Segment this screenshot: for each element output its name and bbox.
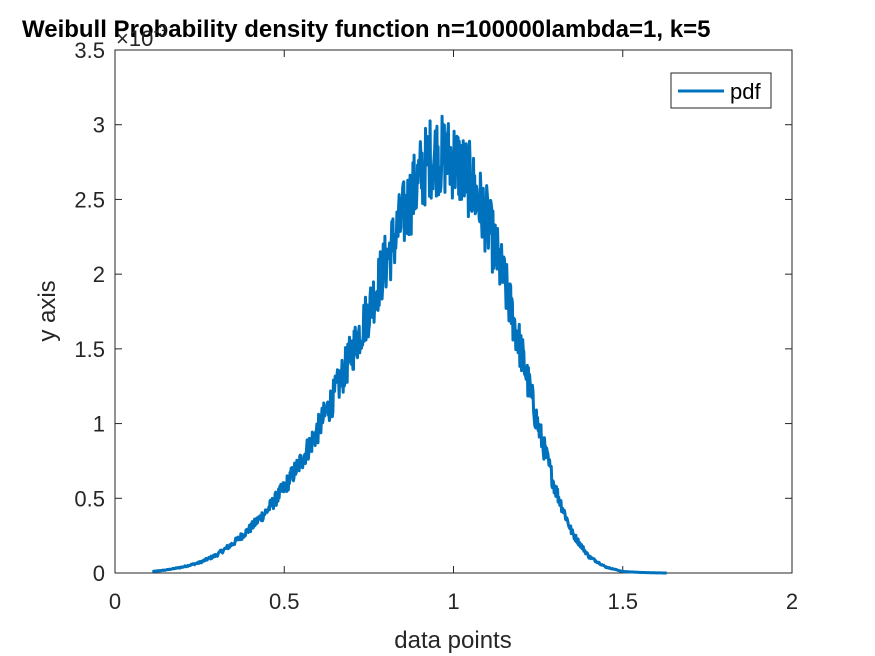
legend-label-pdf: pdf xyxy=(730,79,761,104)
y-axis-label: y axis xyxy=(34,280,61,341)
y-tick-label: 3.5 xyxy=(74,38,105,63)
svg-text:×10-3: ×10-3 xyxy=(116,23,168,51)
x-tick-label: 1 xyxy=(447,589,459,614)
x-tick-label: 1.5 xyxy=(607,589,638,614)
y-exponent-label: ×10-3 xyxy=(116,23,168,51)
y-tick-label: 1 xyxy=(93,412,105,437)
y-exponent-base: ×10 xyxy=(116,26,153,51)
x-tick-label: 0 xyxy=(109,589,121,614)
y-tick-label: 3 xyxy=(93,113,105,138)
y-axis-ticks: 0 0.5 1 1.5 2 2.5 3 3.5 xyxy=(74,38,792,586)
series-line-pdf xyxy=(151,114,668,575)
chart-title: Weibull Probability density function n=1… xyxy=(22,16,710,43)
legend: pdf xyxy=(670,72,772,109)
y-tick-label: 2.5 xyxy=(74,187,105,212)
x-tick-label: 0.5 xyxy=(269,589,300,614)
x-axis-label: data points xyxy=(394,627,511,654)
x-axis-ticks: 0 0.5 1 1.5 2 xyxy=(109,50,798,614)
y-tick-label: 0.5 xyxy=(74,486,105,511)
y-tick-label: 0 xyxy=(93,561,105,586)
plot-area xyxy=(114,49,793,574)
x-tick-label: 2 xyxy=(786,589,798,614)
y-tick-label: 2 xyxy=(93,262,105,287)
y-exponent-power: -3 xyxy=(153,23,167,40)
y-tick-label: 1.5 xyxy=(74,337,105,362)
